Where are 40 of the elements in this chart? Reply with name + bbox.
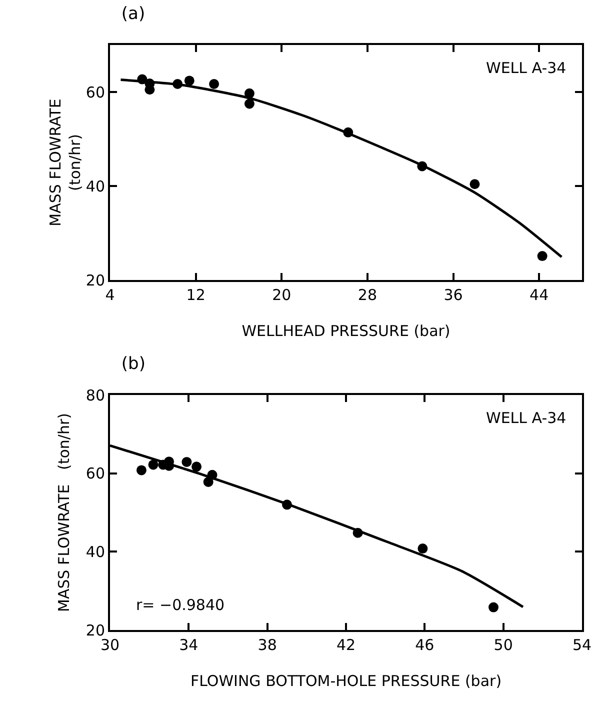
y-tick-label: 80: [86, 386, 105, 404]
point: [537, 251, 548, 262]
x-axis-title: WELLHEAD PRESSURE (bar): [242, 322, 450, 340]
chart-title: (b): [121, 354, 146, 374]
point: [488, 602, 498, 612]
x-tick-label: 12: [186, 286, 206, 304]
point: [184, 76, 194, 86]
x-tick-label: 34: [179, 636, 198, 654]
point: [244, 98, 254, 109]
x-axis-title: FLOWING BOTTOM-HOLE PRESSURE (bar): [190, 672, 502, 690]
point: [418, 544, 428, 554]
line-series: [119, 78, 563, 258]
chart-title: (a): [121, 4, 146, 24]
point: [144, 84, 155, 95]
x-tick-label: 4: [105, 286, 115, 304]
y-tick-label: 40: [86, 542, 105, 561]
x-tick-label: 28: [358, 286, 377, 304]
annotation: WELL A-34: [486, 409, 566, 427]
x-tick-label: 20: [272, 286, 292, 304]
y-tick-label: 40: [86, 177, 105, 196]
annotation: WELL A-34: [486, 59, 566, 77]
y-tick-label: 60: [86, 83, 105, 102]
x-tick-label: 36: [444, 286, 463, 304]
x-tick-label: 46: [415, 636, 434, 654]
x-tick-label: 42: [336, 636, 356, 654]
annotation: r= −0.9840: [136, 596, 225, 614]
point: [470, 179, 480, 190]
x-tick-label: 38: [258, 636, 277, 654]
point: [209, 79, 220, 90]
point: [192, 462, 202, 472]
x-tick-label: 44: [530, 286, 549, 304]
y-axis-title: MASS FLOWRATE (ton/hr): [46, 98, 84, 226]
x-tick-label: 50: [494, 636, 513, 654]
point: [182, 456, 192, 467]
x-tick-label: 54: [572, 636, 592, 654]
point: [136, 465, 146, 476]
y-tick-label: 20: [86, 271, 105, 290]
y-axis-title: MASS FLOWRATE (ton/hr): [55, 413, 73, 612]
point: [148, 460, 158, 470]
y-tick-label: 60: [86, 464, 105, 483]
